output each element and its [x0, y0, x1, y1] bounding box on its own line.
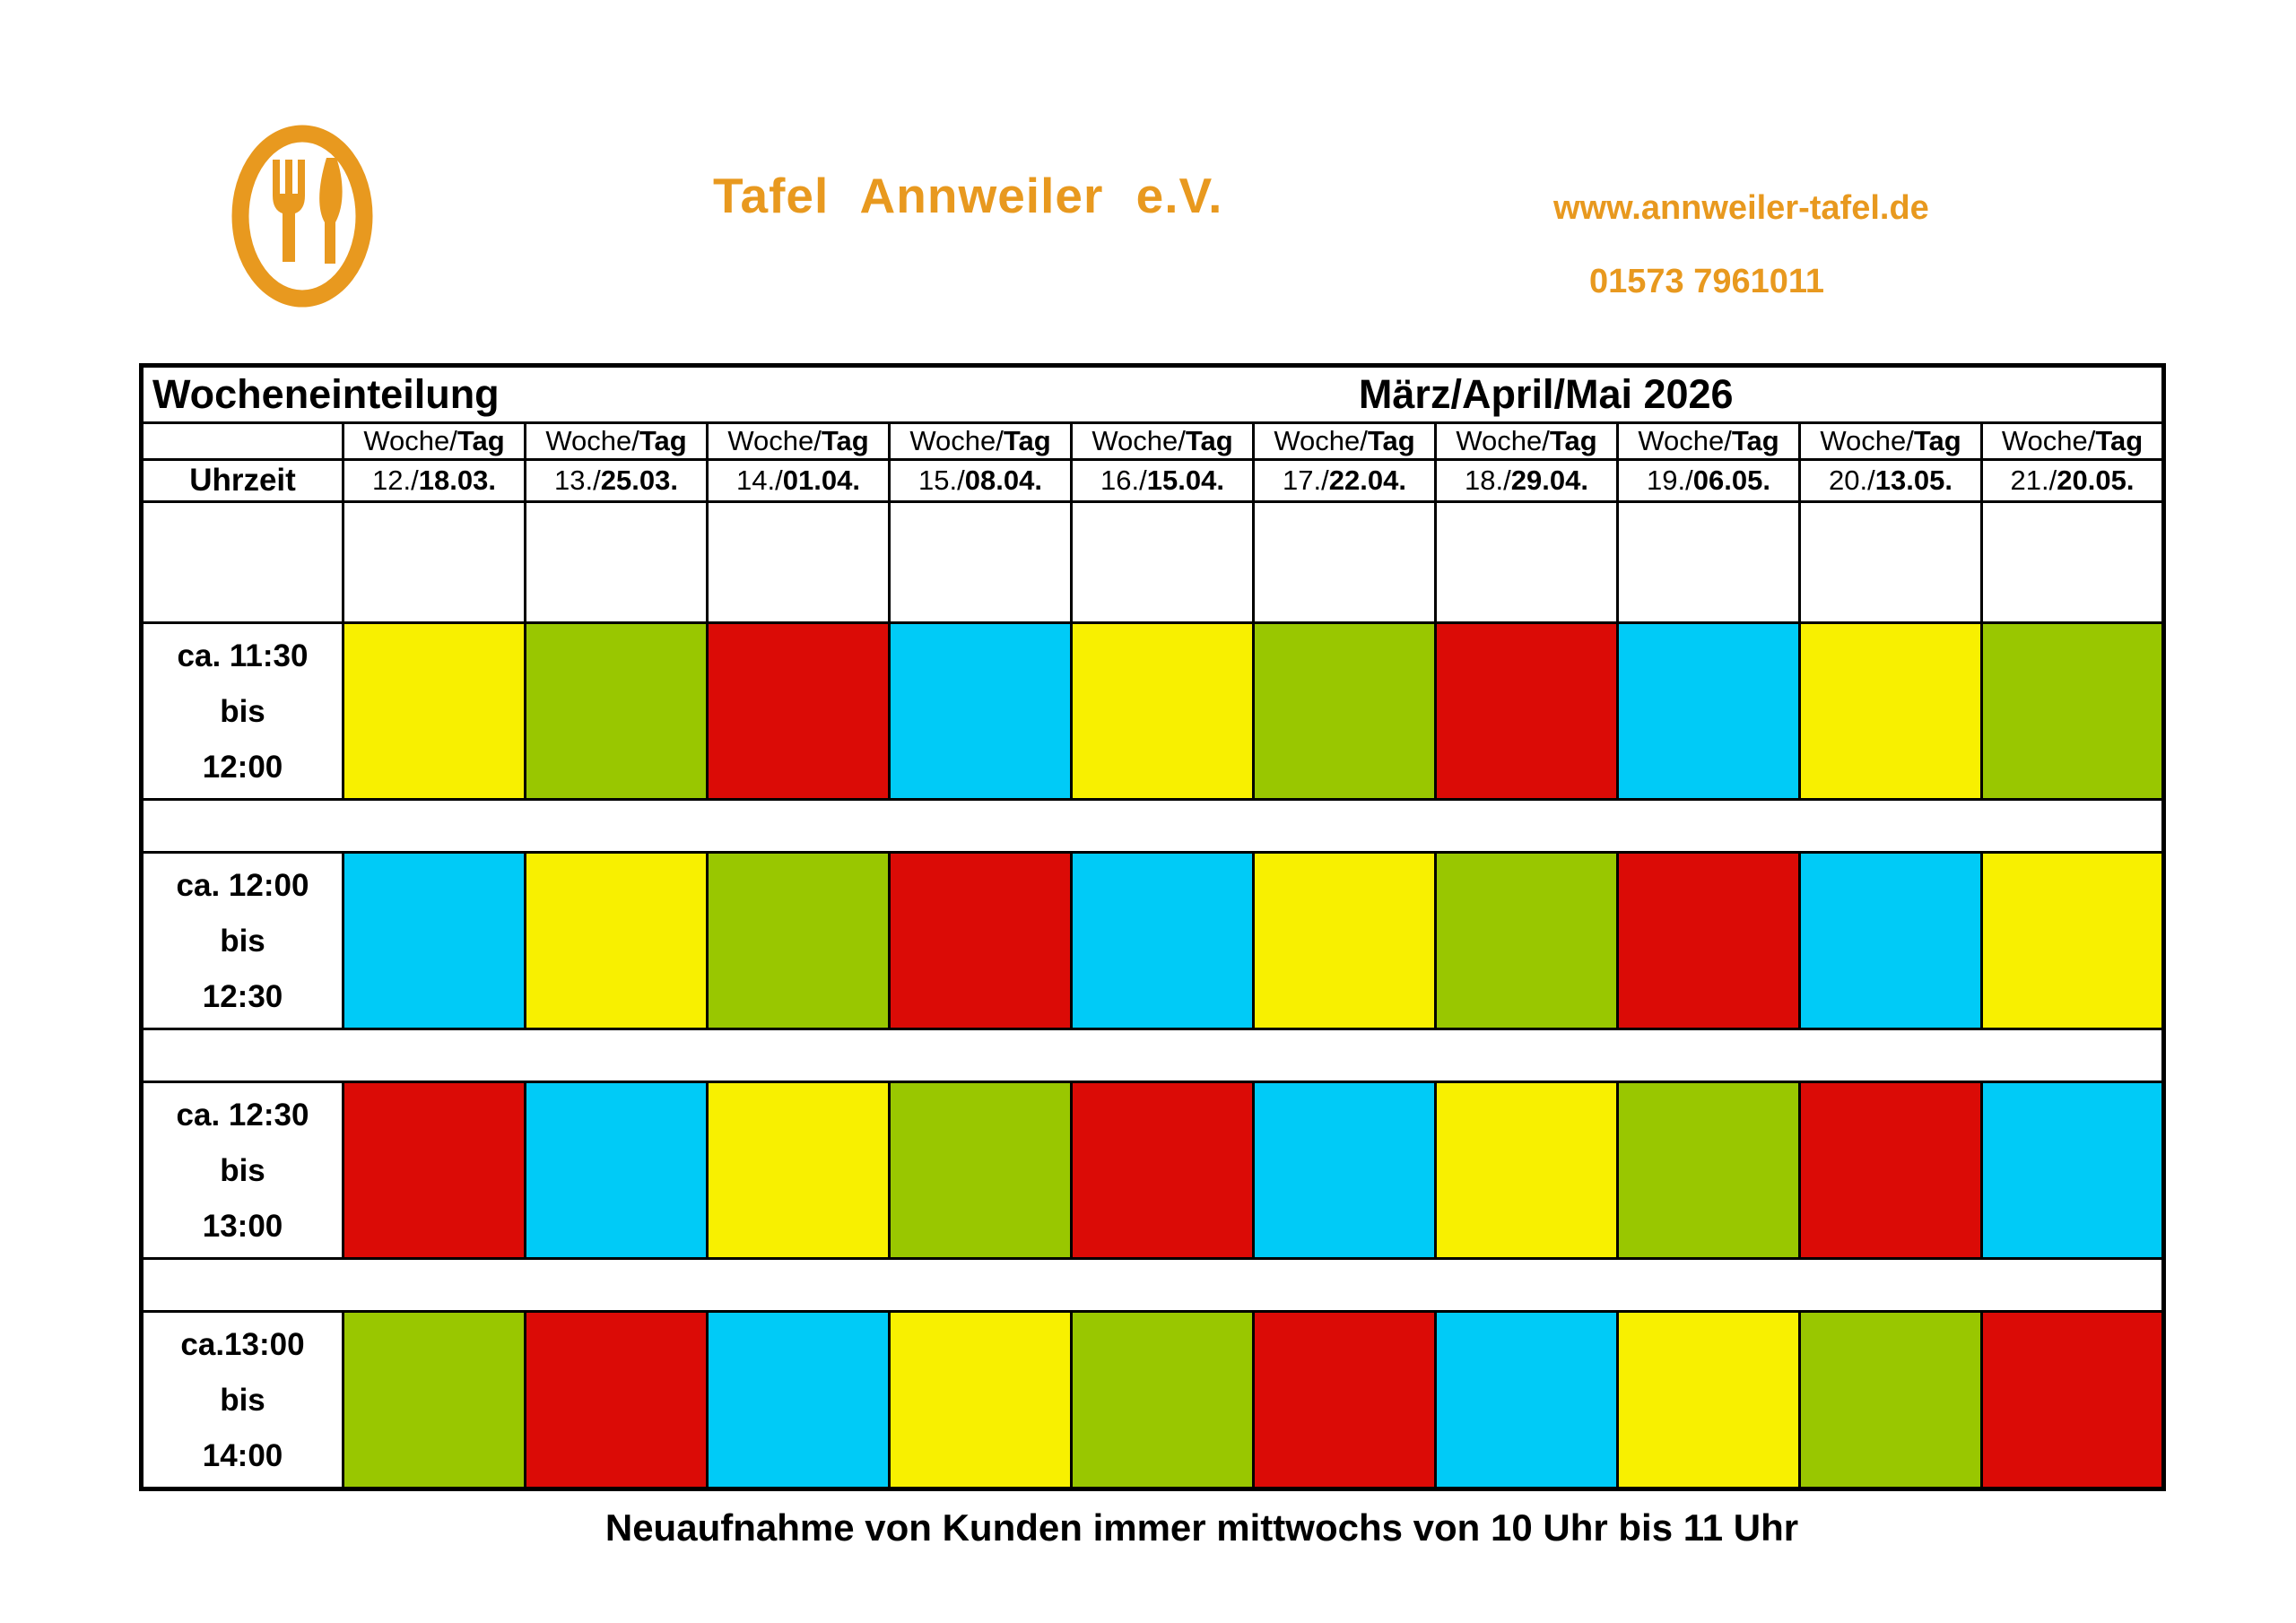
schedule-cell-cyan — [1434, 1310, 1619, 1490]
phone-number: 01573 7961011 — [1589, 263, 1825, 300]
schedule-cell-green — [1798, 1310, 1983, 1490]
week-header-row: Woche/Tag Woche/Tag Woche/Tag Woche/Tag Woch… — [140, 421, 2166, 461]
schedule-cell-yellow — [524, 851, 709, 1030]
schedule-cell-yellow — [1252, 851, 1437, 1030]
schedule-cell-yellow — [706, 1081, 891, 1260]
week-dates: 16./15.04. — [1070, 458, 1255, 503]
schedule-cell-red — [1434, 621, 1619, 801]
week-col-header: Woche/Tag — [1070, 421, 1255, 461]
schedule-cell-green — [1070, 1310, 1255, 1490]
time-slot-row: ca.13:00 bis 14:00 — [140, 1310, 2166, 1490]
empty-cell — [1434, 500, 1619, 624]
schedule-cell-cyan — [1070, 851, 1255, 1030]
schedule-cell-green — [1616, 1081, 1801, 1260]
spacer-row — [139, 1028, 2166, 1083]
schedule-cell-cyan — [342, 851, 526, 1030]
schedule-cell-yellow — [342, 621, 526, 801]
schedule-cell-cyan — [524, 1081, 709, 1260]
schedule-cell-red — [1979, 1310, 2166, 1490]
week-dates: 14./01.04. — [706, 458, 891, 503]
schedule-table: Wocheneinteilung März/April/Mai 2026 Woche… — [139, 363, 2167, 1491]
week-col-header: Woche/Tag — [1979, 421, 2166, 461]
time-slot-label: ca. 11:30 bis 12:00 — [140, 621, 344, 801]
empty-cell — [1979, 500, 2166, 624]
schedule-cell-green — [1434, 851, 1619, 1030]
week-dates: 12./18.03. — [342, 458, 526, 503]
schedule-cell-red — [888, 851, 1073, 1030]
schedule-cell-cyan — [1616, 621, 1801, 801]
week-col-header: Woche/Tag — [524, 421, 709, 461]
schedule-cell-red — [342, 1081, 526, 1260]
week-dates: 13./25.03. — [524, 458, 709, 503]
time-slot-label: ca. 12:30 bis 13:00 — [140, 1081, 344, 1260]
week-dates: 20./13.05. — [1798, 458, 1983, 503]
empty-row — [140, 500, 2166, 624]
schedule-cell-cyan — [1798, 851, 1983, 1030]
empty-cell — [140, 500, 344, 624]
time-col-header: Uhrzeit — [140, 458, 344, 503]
website-text: www.annweiler-tafel.de — [1553, 189, 1929, 227]
schedule-cell-yellow — [1979, 851, 2166, 1030]
empty-cell — [1252, 500, 1437, 624]
table-period: März/April/Mai 2026 — [1358, 371, 1734, 417]
schedule-cell-yellow — [1434, 1081, 1619, 1260]
schedule-cell-green — [888, 1081, 1073, 1260]
schedule-cell-green — [524, 621, 709, 801]
schedule-cell-red — [1252, 1310, 1437, 1490]
empty-cell — [888, 500, 1073, 624]
schedule-cell-yellow — [1616, 1310, 1801, 1490]
schedule-cell-red — [1798, 1081, 1983, 1260]
time-slot-row: ca. 12:00 bis 12:30 — [140, 851, 2166, 1030]
schedule-cell-yellow — [888, 1310, 1073, 1490]
corner-cell — [140, 421, 344, 461]
week-col-header: Woche/Tag — [888, 421, 1073, 461]
time-slot-label: ca.13:00 bis 14:00 — [140, 1310, 344, 1490]
schedule-cell-green — [1252, 621, 1437, 801]
time-slot-row: ca. 12:30 bis 13:00 — [140, 1081, 2166, 1260]
table-title: Wocheneinteilung — [152, 371, 500, 417]
week-dates: 18./29.04. — [1434, 458, 1619, 503]
schedule-cell-green — [706, 851, 891, 1030]
week-dates: 19./06.05. — [1616, 458, 1801, 503]
empty-cell — [1616, 500, 1801, 624]
schedule-cell-green — [342, 1310, 526, 1490]
schedule-cell-red — [706, 621, 891, 801]
schedule-cell-red — [1616, 851, 1801, 1030]
brand-title: Tafel Annweiler e.V. — [713, 168, 1223, 223]
time-slot-label: ca. 12:00 bis 12:30 — [140, 851, 344, 1030]
schedule-cell-red — [524, 1310, 709, 1490]
time-slot-row: ca. 11:30 bis 12:00 — [140, 621, 2166, 801]
footer-note: Neuaufnahme von Kunden immer mittwochs v… — [604, 1506, 1799, 1549]
empty-cell — [524, 500, 709, 624]
schedule-cell-cyan — [1252, 1081, 1437, 1260]
schedule-cell-red — [1070, 1081, 1255, 1260]
week-col-header: Woche/Tag — [1798, 421, 1983, 461]
week-col-header: Woche/Tag — [342, 421, 526, 461]
fork-knife-logo-icon — [231, 125, 373, 308]
empty-cell — [706, 500, 891, 624]
spacer-row — [139, 798, 2166, 854]
schedule-cell-cyan — [888, 621, 1073, 801]
date-row: Uhrzeit 12./18.03. 13./25.03. 14./01.04. 15.… — [140, 458, 2166, 503]
schedule-cell-cyan — [1979, 1081, 2166, 1260]
week-col-header: Woche/Tag — [1434, 421, 1619, 461]
schedule-cell-yellow — [1070, 621, 1255, 801]
table-title-row: Wocheneinteilung März/April/Mai 2026 — [139, 364, 2166, 424]
week-dates: 17./22.04. — [1252, 458, 1437, 503]
empty-cell — [342, 500, 526, 624]
schedule-cell-green — [1979, 621, 2166, 801]
week-dates: 15./08.04. — [888, 458, 1073, 503]
empty-cell — [1070, 500, 1255, 624]
spacer-row — [139, 1257, 2166, 1313]
empty-cell — [1798, 500, 1983, 624]
week-dates: 21./20.05. — [1979, 458, 2166, 503]
week-col-header: Woche/Tag — [1252, 421, 1437, 461]
schedule-cell-yellow — [1798, 621, 1983, 801]
week-col-header: Woche/Tag — [706, 421, 891, 461]
schedule-cell-cyan — [706, 1310, 891, 1490]
week-col-header: Woche/Tag — [1616, 421, 1801, 461]
